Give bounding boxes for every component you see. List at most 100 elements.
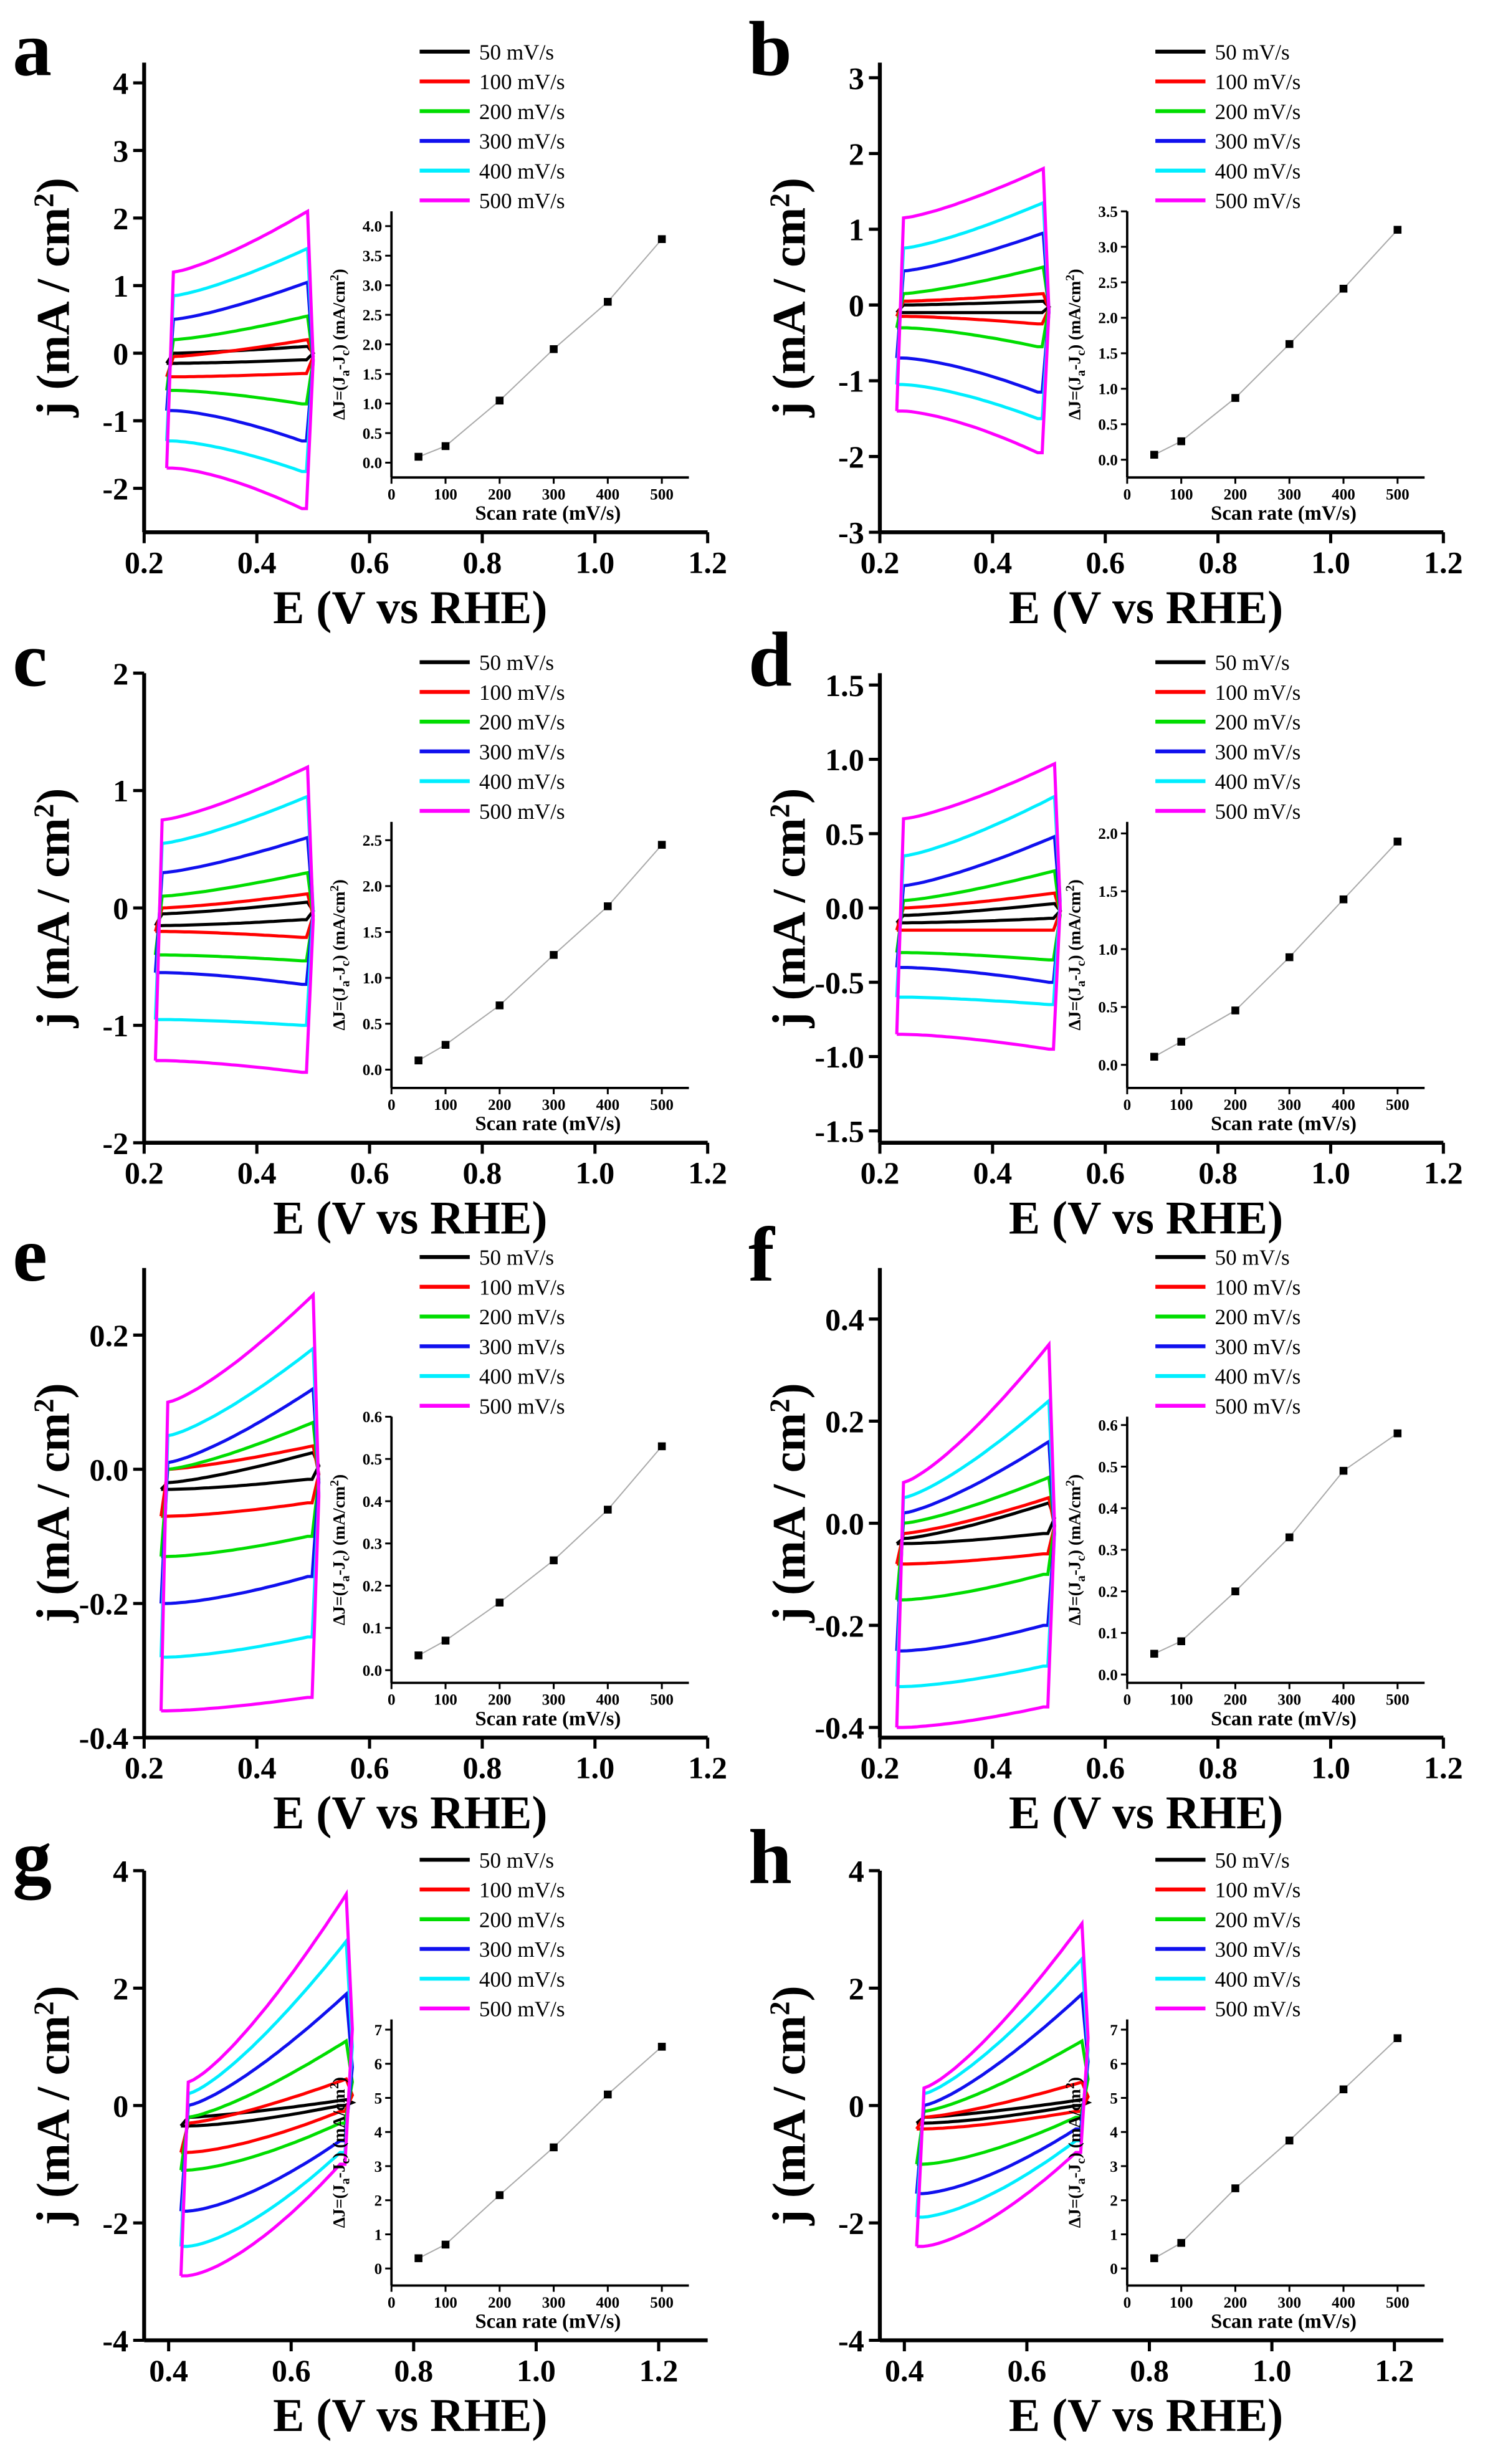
x-axis-label: E (V vs RHE) <box>1009 582 1283 634</box>
panel-letter: e <box>12 1211 47 1298</box>
inset-data-point <box>1285 953 1294 962</box>
inset-line <box>1153 229 1398 456</box>
x-tick-label: 1.2 <box>688 545 727 580</box>
inset-plot: 0 100 200 300 400 500 0.0 0.5 1.0 1.5 2.0 2.5 3.0 3.5… <box>328 211 689 525</box>
cv-curve-100mVs <box>159 1444 321 1518</box>
inset-y-label-part: ) (mA/cm <box>1065 1486 1084 1555</box>
panel-c: c 0.2 0.4 0.6 0.8 1.0 1.2 -2 -1 0 1 2 E (V vs RHE) j … <box>12 616 727 1244</box>
x-tick-label: 1.2 <box>1424 545 1463 580</box>
inset-x-tick-label: 300 <box>1277 2294 1301 2311</box>
cv-curve-50mVs <box>160 1450 321 1491</box>
inset-y-tick-label: 2.5 <box>363 833 382 849</box>
inset-x-tick-label: 400 <box>596 1692 620 1709</box>
legend-label: 500 mV/s <box>1215 800 1301 824</box>
y-tick-label: 0.0 <box>89 1452 128 1487</box>
y-tick-label: 4 <box>113 66 128 101</box>
cv-curve-500mVs <box>159 1291 321 1712</box>
legend-label: 50 mV/s <box>1215 1848 1290 1873</box>
inset-x-tick-label: 400 <box>596 2294 620 2311</box>
legend: 50 mV/s 100 mV/s 200 mV/s 300 mV/s 400 mV/s 5… <box>419 651 565 824</box>
inset-y-tick-label: 1.0 <box>1098 942 1117 958</box>
inset-x-tick-label: 300 <box>1277 486 1301 503</box>
y-tick-label: 0.0 <box>825 1506 864 1541</box>
x-tick-label: 0.2 <box>861 1155 900 1190</box>
y-label-sup: 2 <box>764 193 795 208</box>
inset-y-label-part: a <box>1074 2178 1088 2184</box>
legend-label: 200 mV/s <box>479 100 565 124</box>
legend-label: 300 mV/s <box>479 1335 565 1359</box>
inset-x-tick-label: 500 <box>1386 1692 1410 1709</box>
x-axis-label: E (V vs RHE) <box>273 582 547 634</box>
legend-label: 400 mV/s <box>1215 159 1301 183</box>
legend-label: 50 mV/s <box>1215 40 1290 64</box>
inset-data-point <box>1150 1053 1158 1061</box>
inset-y-tick-label: 0.1 <box>363 1620 382 1637</box>
y-tick-label: -1 <box>838 364 864 399</box>
inset-data-point <box>604 902 612 910</box>
cv-curve-400mVs <box>153 794 315 1027</box>
y-tick-label: 2 <box>849 1971 864 2006</box>
legend-label: 100 mV/s <box>1215 1275 1301 1299</box>
inset-y-axis-label: ΔJ=(Ja-Jc) (mA/cm2) <box>1063 1474 1088 1625</box>
x-tick-label: 1.0 <box>1252 2353 1292 2388</box>
y-tick-label: 1 <box>849 212 864 247</box>
cv-curve-100mVs <box>895 891 1062 932</box>
x-tick-label: 0.6 <box>1008 2353 1047 2388</box>
inset-data-point <box>657 1442 666 1451</box>
y-label-end: ) <box>763 1383 815 1398</box>
legend: 50 mV/s 100 mV/s 200 mV/s 300 mV/s 400 mV/s 5… <box>419 1246 565 1418</box>
inset-y-tick-label: 1.5 <box>363 366 382 383</box>
cv-curve-200mVs <box>153 871 315 963</box>
inset-x-axis-label: Scan rate (mV/s) <box>475 2310 621 2333</box>
y-tick-label: 0 <box>113 336 128 371</box>
cv-curve-100mVs <box>165 338 315 379</box>
inset-x-tick-label: 100 <box>1170 486 1193 503</box>
x-tick-label: 0.6 <box>1086 545 1125 580</box>
inset-y-tick-label: 5 <box>1110 2090 1118 2107</box>
inset-y-tick-label: 2.5 <box>363 307 382 324</box>
legend-label: 200 mV/s <box>1215 1908 1301 1932</box>
inset-y-label-part: 2 <box>1063 885 1077 891</box>
legend: 50 mV/s 100 mV/s 200 mV/s 300 mV/s 400 mV/s 5… <box>419 1848 565 2022</box>
inset-y-tick-label: 1.0 <box>363 970 382 987</box>
inset-x-tick-label: 100 <box>434 486 457 503</box>
y-tick-label: -1 <box>102 1008 128 1043</box>
y-tick-label: 0.2 <box>89 1318 128 1353</box>
y-tick-label: -0.4 <box>79 1721 129 1755</box>
x-tick-label: 1.0 <box>1311 1750 1350 1785</box>
inset-y-tick-label: 1 <box>1110 2227 1118 2243</box>
inset-y-tick-label: 3.0 <box>363 278 382 295</box>
inset-y-tick-label: 2.0 <box>363 337 382 353</box>
legend-label: 400 mV/s <box>479 770 565 794</box>
panel-h: h 0.4 0.6 0.8 1.0 1.2 -4 -2 0 2 4 E (V vs RHE) j (mA… <box>748 1814 1444 2442</box>
inset-plot: 0 100 200 300 400 500 0.0 0.1 0.2 0.3 0.4 0.5 0.6 Sca… <box>1063 1416 1425 1730</box>
inset-y-label-part: c <box>338 1555 352 1561</box>
inset-y-tick-label: 7 <box>375 2022 383 2039</box>
inset-y-label-part: 2 <box>1063 2083 1077 2089</box>
inset-x-tick-label: 300 <box>542 1692 566 1709</box>
inset-data-point <box>1177 437 1185 446</box>
y-tick-label: -1 <box>102 404 128 439</box>
y-label-sup: 2 <box>29 1398 60 1413</box>
inset-line <box>1153 1433 1398 1655</box>
y-tick-label: 2 <box>113 656 128 691</box>
inset-y-axis-label: ΔJ=(Ja-Jc) (mA/cm2) <box>1063 2077 1088 2228</box>
legend-label: 500 mV/s <box>479 800 565 824</box>
inset-y-tick-label: 6 <box>375 2056 383 2073</box>
legend-label: 300 mV/s <box>1215 1937 1301 1962</box>
inset-y-tick-label: 0.5 <box>1098 1459 1117 1476</box>
y-tick-label: 4 <box>113 1854 128 1889</box>
y-tick-label: 1 <box>113 269 128 303</box>
y-tick-label: 2 <box>113 1971 128 2006</box>
inset-x-tick-label: 100 <box>1170 1692 1193 1709</box>
inset-data-point <box>550 345 558 353</box>
x-tick-label: 1.2 <box>688 1750 727 1785</box>
legend-label: 500 mV/s <box>479 189 565 213</box>
inset-y-label-part: ) <box>329 1474 348 1480</box>
y-label-end: ) <box>763 788 815 804</box>
inset-x-tick-label: 100 <box>434 2294 457 2311</box>
inset-y-label-part: a <box>338 370 352 376</box>
x-tick-label: 1.0 <box>517 2353 556 2388</box>
inset-y-label-part: c <box>338 350 352 356</box>
inset-y-tick-label: 3 <box>1110 2159 1118 2175</box>
